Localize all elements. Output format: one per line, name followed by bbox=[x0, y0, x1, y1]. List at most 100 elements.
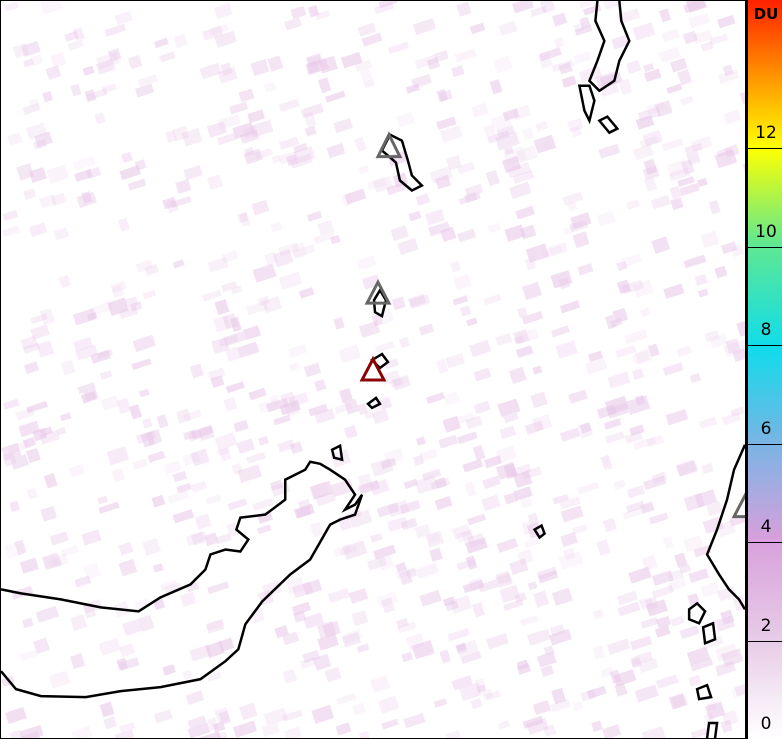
so2-pixel bbox=[688, 674, 702, 687]
so2-pixel bbox=[414, 475, 439, 495]
so2-pixel bbox=[110, 280, 127, 293]
so2-pixel bbox=[81, 529, 102, 546]
so2-pixel bbox=[257, 435, 270, 446]
so2-pixel bbox=[496, 125, 515, 138]
so2-pixel bbox=[471, 102, 489, 118]
so2-pixel bbox=[371, 409, 390, 425]
so2-pixel bbox=[535, 120, 549, 132]
so2-pixel bbox=[513, 470, 533, 489]
so2-pixel bbox=[501, 155, 522, 174]
so2-pixel bbox=[720, 609, 735, 625]
so2-pixel bbox=[383, 358, 399, 370]
so2-pixel bbox=[281, 709, 303, 722]
so2-pixel bbox=[547, 242, 568, 257]
so2-pixel bbox=[288, 344, 308, 358]
so2-pixel bbox=[165, 130, 178, 143]
so2-pixel bbox=[709, 332, 729, 349]
so2-pixel bbox=[603, 418, 622, 430]
so2-pixel bbox=[560, 505, 584, 523]
so2-pixel bbox=[531, 414, 553, 432]
so2-pixel bbox=[439, 649, 451, 664]
so2-pixel bbox=[162, 196, 177, 210]
so2-pixel bbox=[326, 143, 346, 159]
coastline-island-north-small bbox=[577, 84, 596, 125]
so2-pixel bbox=[515, 205, 536, 220]
so2-pixel bbox=[231, 462, 243, 475]
so2-pixel bbox=[101, 83, 117, 94]
so2-pixel bbox=[216, 446, 231, 457]
so2-pixel bbox=[379, 397, 393, 410]
map-canvas[interactable] bbox=[0, 0, 746, 739]
so2-pixel bbox=[99, 701, 115, 718]
so2-pixel bbox=[700, 581, 720, 598]
so2-pixel bbox=[284, 17, 302, 31]
so2-pixel bbox=[249, 119, 274, 138]
so2-pixel bbox=[679, 182, 700, 197]
so2-pixel bbox=[69, 653, 86, 670]
so2-pixel bbox=[226, 522, 240, 538]
so2-pixel bbox=[705, 500, 723, 517]
so2-pixel bbox=[458, 192, 481, 206]
so2-pixel bbox=[433, 698, 448, 708]
so2-pixel bbox=[679, 625, 700, 640]
so2-pixel bbox=[381, 718, 399, 730]
so2-pixel bbox=[426, 57, 441, 70]
so2-pixel bbox=[670, 57, 688, 73]
so2-pixel bbox=[524, 420, 544, 435]
so2-pixel bbox=[370, 675, 391, 693]
so2-pixel bbox=[600, 455, 613, 469]
so2-pixel bbox=[474, 678, 487, 694]
so2-pixel bbox=[618, 78, 633, 96]
so2-pixel bbox=[699, 416, 718, 430]
so2-pixel bbox=[313, 231, 336, 245]
so2-pixel bbox=[405, 83, 420, 94]
so2-pixel bbox=[34, 131, 53, 148]
so2-pixel bbox=[156, 414, 169, 429]
so2-pixel bbox=[579, 16, 591, 29]
so2-pixel bbox=[397, 237, 419, 256]
so2-pixel bbox=[56, 426, 67, 436]
so2-pixel bbox=[666, 83, 683, 94]
so2-pixel bbox=[412, 454, 425, 467]
so2-pixel bbox=[562, 191, 583, 206]
so2-pixel bbox=[700, 230, 720, 249]
so2-pixel bbox=[495, 131, 520, 151]
so2-pixel bbox=[577, 422, 593, 439]
so2-pixel bbox=[621, 253, 642, 268]
so2-pixel bbox=[509, 181, 532, 200]
so2-pixel bbox=[314, 379, 327, 392]
so2-pixel bbox=[503, 599, 524, 611]
so2-pixel bbox=[624, 329, 648, 345]
so2-pixel bbox=[190, 448, 210, 467]
so2-pixel bbox=[201, 25, 224, 41]
so2-pixel bbox=[674, 552, 688, 568]
so2-pixel bbox=[572, 231, 590, 249]
so2-pixel bbox=[516, 145, 539, 164]
so2-pixel bbox=[380, 457, 397, 470]
so2-pixel bbox=[12, 43, 30, 59]
so2-pixel bbox=[433, 50, 449, 63]
so2-pixel bbox=[206, 121, 228, 138]
so2-pixel bbox=[374, 341, 395, 353]
so2-pixel bbox=[134, 598, 151, 610]
colorbar-tick bbox=[748, 443, 782, 445]
so2-pixel bbox=[453, 274, 472, 291]
so2-pixel bbox=[495, 570, 512, 585]
so2-pixel bbox=[218, 447, 232, 462]
so2-pixel bbox=[286, 154, 298, 167]
so2-pixel bbox=[238, 88, 255, 103]
so2-pixel bbox=[28, 222, 48, 237]
so2-pixel bbox=[42, 552, 59, 568]
so2-pixel bbox=[481, 688, 494, 701]
so2-pixel bbox=[456, 558, 477, 571]
so2-pixel bbox=[182, 451, 201, 467]
so2-pixel bbox=[187, 722, 211, 738]
so2-pixel bbox=[358, 479, 380, 495]
so2-pixel bbox=[333, 544, 353, 558]
so2-pixel bbox=[676, 345, 692, 358]
so2-pixel bbox=[304, 125, 317, 137]
so2-pixel bbox=[134, 83, 155, 98]
so2-pixel bbox=[642, 130, 663, 147]
so2-pixel bbox=[635, 115, 655, 130]
so2-pixel bbox=[356, 643, 370, 653]
